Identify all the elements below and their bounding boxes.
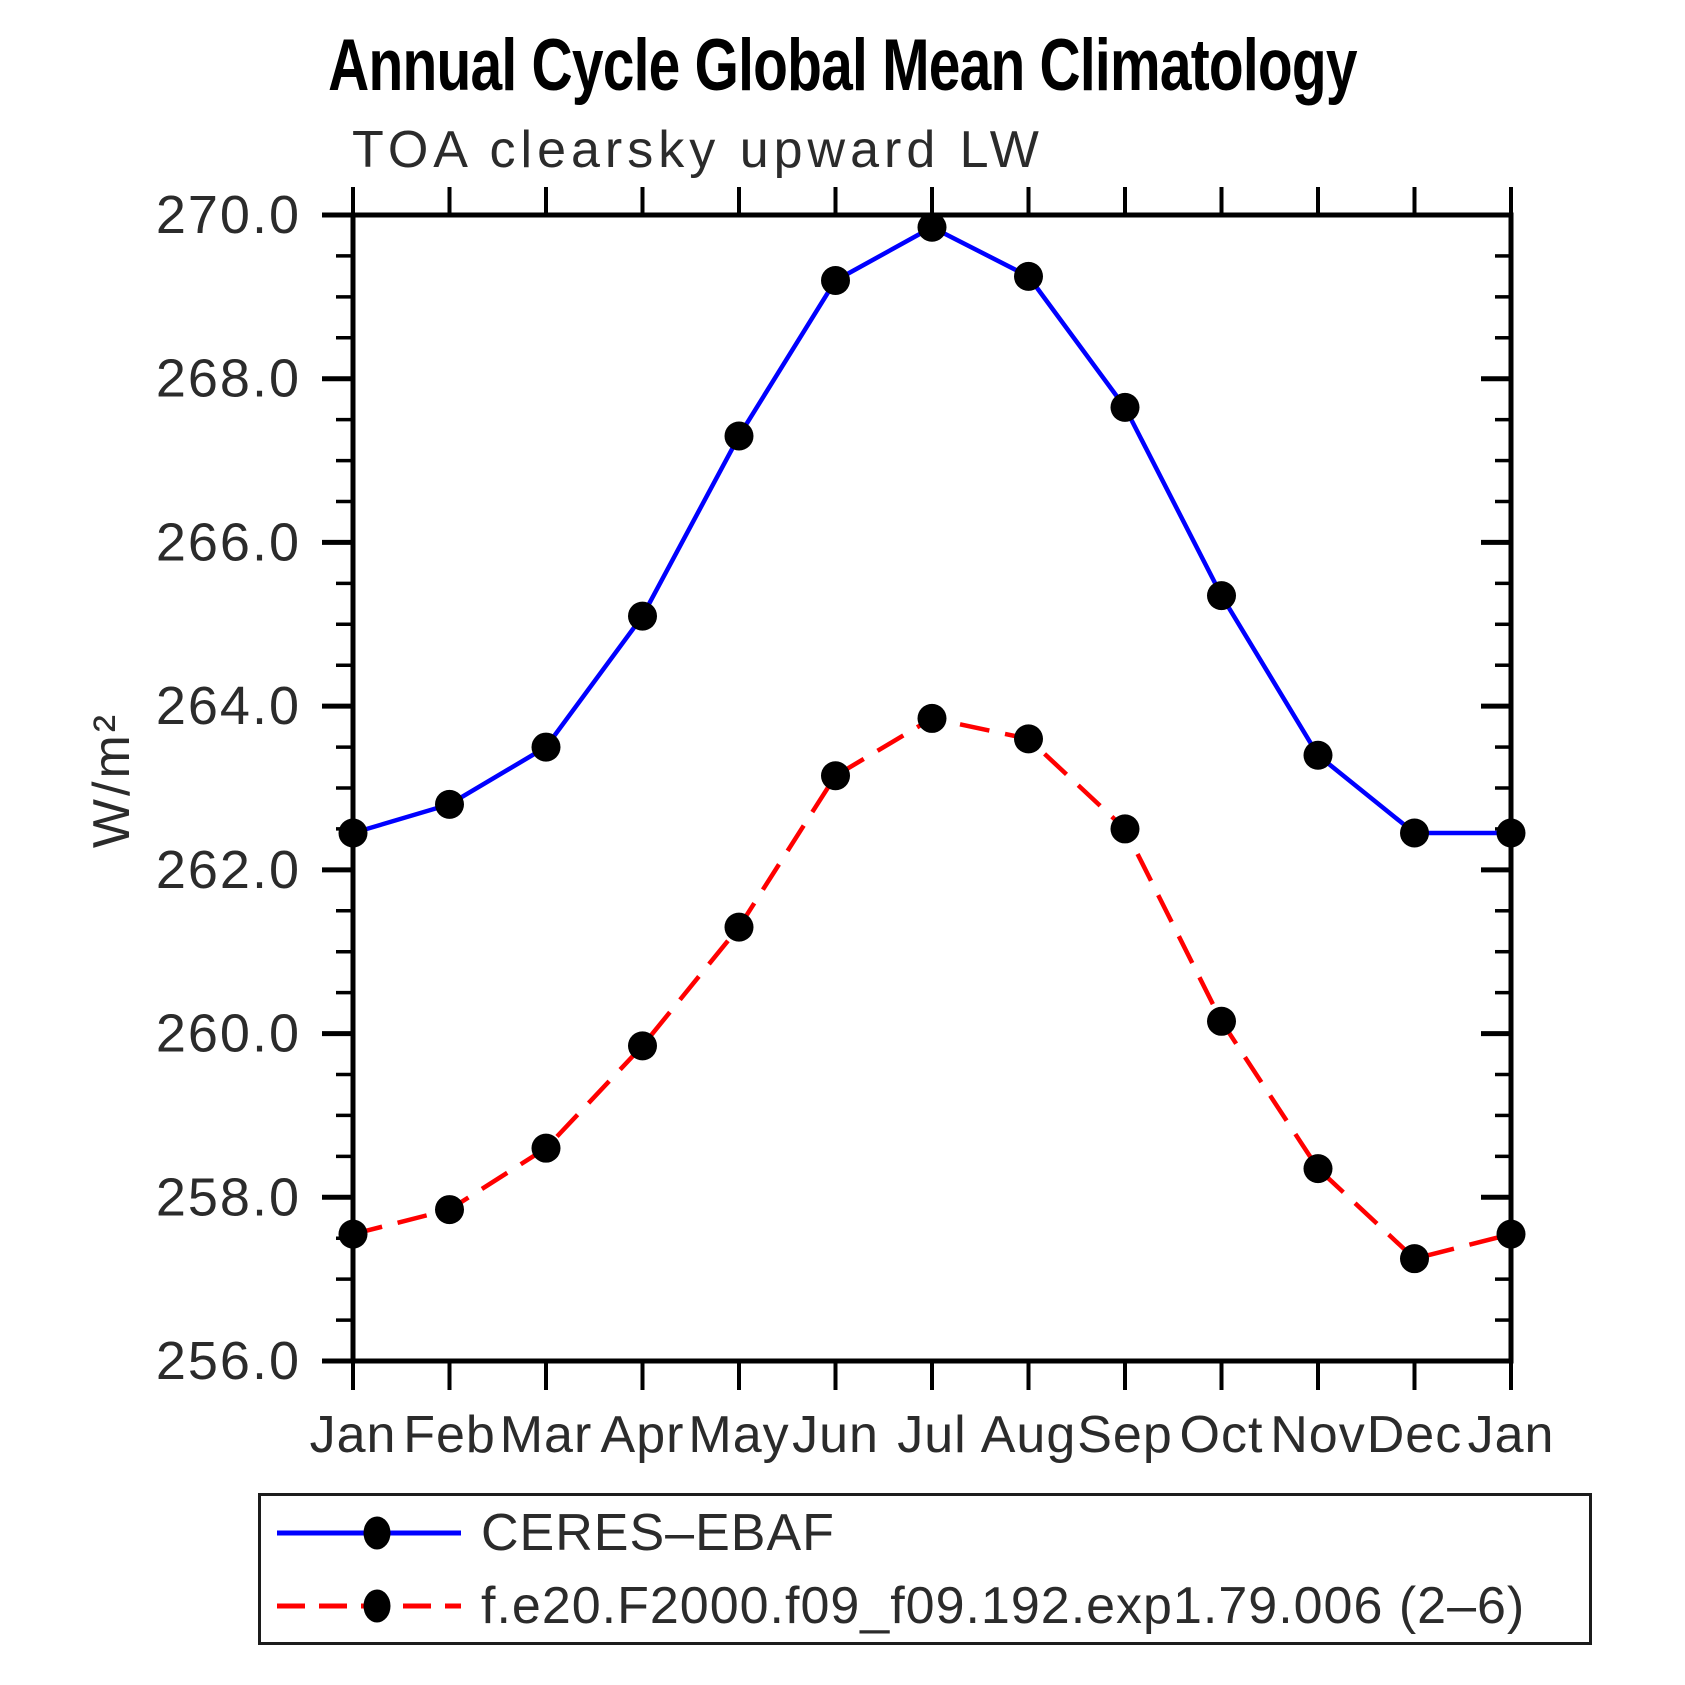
svg-text:Feb: Feb [403, 1406, 496, 1464]
svg-text:Jun: Jun [792, 1406, 879, 1464]
legend-line-sample-solid [277, 1516, 461, 1549]
svg-text:Jan: Jan [1468, 1406, 1555, 1464]
svg-text:Jul: Jul [897, 1406, 966, 1464]
chart-subtitle: TOA clearsky upward LW [352, 121, 1044, 179]
svg-text:May: May [688, 1406, 789, 1464]
legend: CERES–EBAF f.e20.F2000.f09_f09.192.exp1.… [258, 1493, 1592, 1645]
svg-text:256.0: 256.0 [156, 1331, 301, 1391]
legend-label-model: f.e20.F2000.f09_f09.192.exp1.79.006 (2–6… [481, 1576, 1526, 1635]
chart-title: Annual Cycle Global Mean Climatology [328, 25, 1357, 106]
svg-text:270.0: 270.0 [156, 185, 301, 245]
svg-text:268.0: 268.0 [156, 349, 301, 409]
svg-text:258.0: 258.0 [156, 1167, 301, 1227]
svg-text:Jan: Jan [310, 1406, 397, 1464]
svg-text:Nov: Nov [1270, 1406, 1365, 1464]
svg-text:264.0: 264.0 [156, 676, 301, 736]
svg-text:262.0: 262.0 [156, 840, 301, 900]
legend-label-observation: CERES–EBAF [481, 1503, 835, 1562]
svg-text:Dec: Dec [1367, 1406, 1462, 1464]
legend-item-model: f.e20.F2000.f09_f09.192.exp1.79.006 (2–6… [275, 1577, 1589, 1635]
svg-text:Aug: Aug [981, 1406, 1077, 1464]
svg-text:260.0: 260.0 [156, 1004, 301, 1064]
legend-line-sample-dashed [277, 1589, 461, 1622]
svg-text:Mar: Mar [500, 1406, 593, 1464]
svg-text:Oct: Oct [1180, 1406, 1264, 1464]
svg-text:Apr: Apr [601, 1406, 685, 1464]
svg-text:Sep: Sep [1077, 1406, 1173, 1464]
legend-item-observation: CERES–EBAF [275, 1504, 1589, 1562]
svg-text:266.0: 266.0 [156, 512, 301, 572]
